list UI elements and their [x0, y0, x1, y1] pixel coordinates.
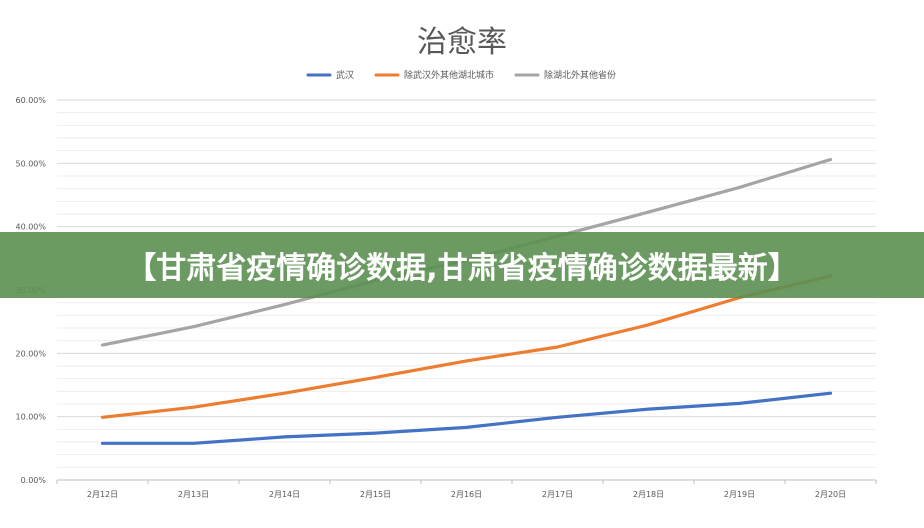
series-lines: [100, 157, 833, 445]
legend-label: 武汉: [336, 69, 354, 81]
y-tick-label: 60.00%: [15, 96, 46, 105]
series-line-0: [100, 391, 833, 445]
y-tick-label: 20.00%: [15, 349, 46, 358]
x-tick-label: 2月19日: [724, 490, 755, 499]
x-tick-label: 2月20日: [815, 490, 846, 499]
x-tick-label: 2月18日: [633, 490, 664, 499]
banner-text: 【甘肃省疫情确诊数据,甘肃省疫情确诊数据最新】: [126, 251, 798, 286]
y-tick-label: 0.00%: [21, 476, 47, 485]
y-tick-label: 10.00%: [15, 413, 46, 422]
x-axis: 2月12日 2月13日 2月14日 2月15日 2月16日 2月17日 2月18日 2月19日…: [56, 480, 877, 499]
y-tick-label: 40.00%: [15, 223, 46, 232]
overlay-banner: 【甘肃省疫情确诊数据,甘肃省疫情确诊数据最新】: [0, 232, 924, 298]
legend: 武汉 除武汉外其他湖北城市 除湖北外其他省份: [306, 69, 616, 81]
x-tick-label: 2月16日: [451, 490, 482, 499]
x-tick-label: 2月17日: [542, 490, 573, 499]
x-tick-label: 2月13日: [178, 490, 209, 499]
series-line-1: [100, 274, 833, 419]
x-tick-label: 2月15日: [360, 490, 391, 499]
legend-label: 除武汉外其他湖北城市: [404, 69, 494, 81]
legend-label: 除湖北外其他省份: [544, 69, 616, 81]
y-tick-label: 50.00%: [15, 159, 46, 168]
chart-title: 治愈率: [417, 25, 507, 60]
x-tick-label: 2月14日: [269, 490, 300, 499]
grid: [57, 99, 876, 481]
x-tick-label: 2月12日: [87, 490, 118, 499]
